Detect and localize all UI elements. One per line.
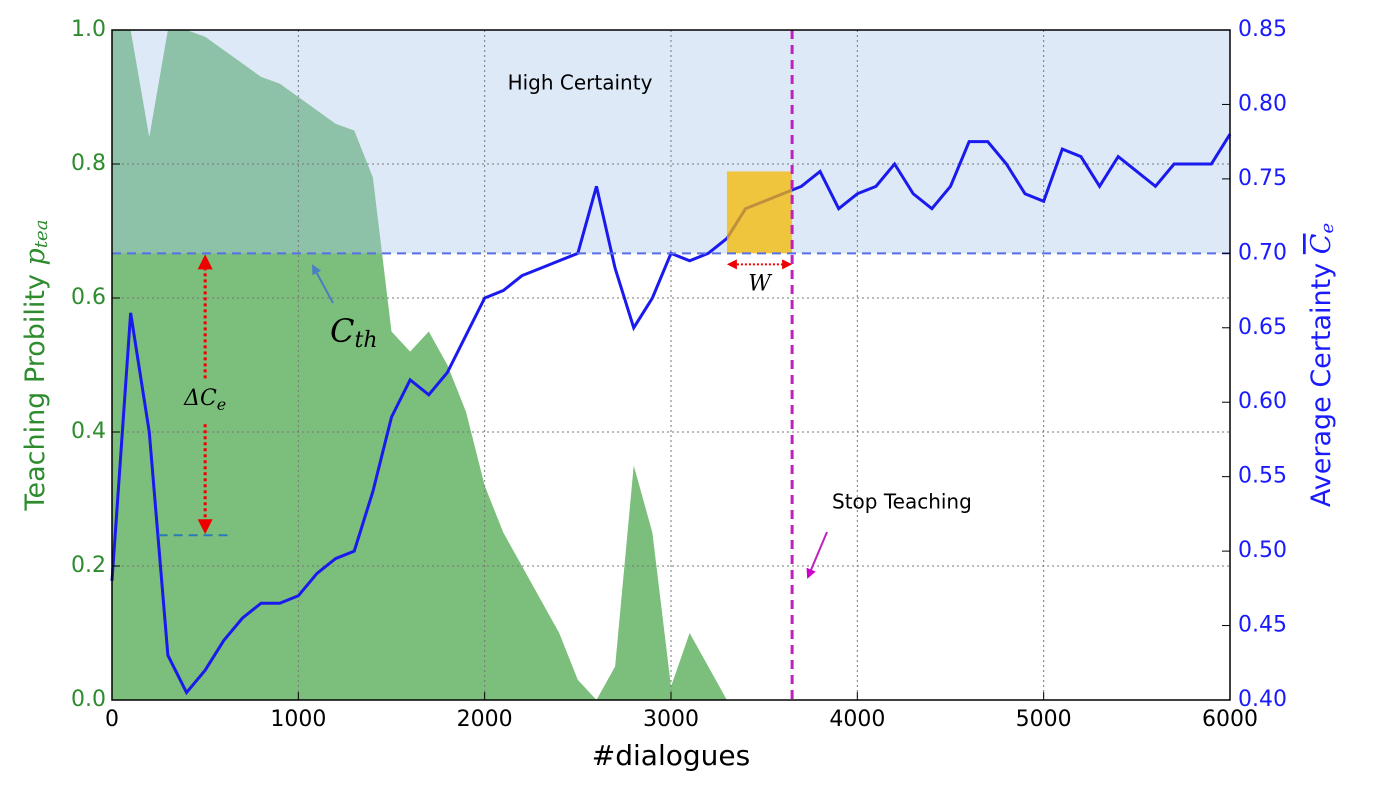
y2-axis-label-symbol: C xyxy=(1306,233,1337,254)
region-label: High Certainty xyxy=(508,71,653,95)
threshold-label-main: C xyxy=(330,312,354,350)
y2-axis-label-text: Average Certainty xyxy=(1306,254,1337,507)
x-axis-label: #dialogues xyxy=(592,739,750,772)
y-tick-label: 0.6 xyxy=(71,285,106,310)
y-tick-label: 0.0 xyxy=(71,687,106,712)
threshold-label-sub: th xyxy=(354,328,377,353)
y-axis-label-symbol: p xyxy=(20,248,51,265)
y2-axis-label-sub: e xyxy=(1317,223,1338,234)
x-tick-label: 5000 xyxy=(1016,707,1072,732)
stop-label: Stop Teaching xyxy=(832,490,972,514)
y2-tick-label: 0.80 xyxy=(1238,91,1287,116)
window-label: W xyxy=(748,271,773,296)
y2-tick-label: 0.75 xyxy=(1238,166,1287,191)
y2-tick-label: 0.60 xyxy=(1238,389,1287,414)
y2-tick-label: 0.85 xyxy=(1238,17,1287,42)
y2-tick-label: 0.70 xyxy=(1238,240,1287,265)
y-tick-label: 1.0 xyxy=(71,17,106,42)
window-box xyxy=(726,171,793,254)
y-axis-label: Teaching Probility ptea xyxy=(20,220,53,512)
y-tick-label: 0.2 xyxy=(71,553,106,578)
y-tick-label: 0.8 xyxy=(71,151,106,176)
x-tick-label: 0 xyxy=(105,707,119,732)
delta-label-sub: e xyxy=(217,395,226,414)
x-tick-label: 3000 xyxy=(643,707,699,732)
y2-tick-label: 0.40 xyxy=(1238,687,1287,712)
y2-tick-label: 0.50 xyxy=(1238,538,1287,563)
delta-label-main: ΔC xyxy=(183,386,217,411)
threshold-pointer xyxy=(312,264,334,304)
delta-label: ΔCe xyxy=(183,386,226,414)
y2-axis-label: Average Certainty Ce xyxy=(1306,223,1339,507)
y2-tick-label: 0.55 xyxy=(1238,464,1287,489)
y-axis-label-text: Teaching Probility xyxy=(20,265,51,511)
x-tick-label: 4000 xyxy=(829,707,885,732)
y2-tick-label: 0.65 xyxy=(1238,315,1287,340)
x-tick-label: 6000 xyxy=(1202,707,1258,732)
y-axis-label-sub: tea xyxy=(31,220,52,249)
threshold-label: Cth xyxy=(330,312,378,354)
area xyxy=(112,30,1230,700)
y2-tick-label: 0.45 xyxy=(1238,613,1287,638)
x-tick-label: 1000 xyxy=(270,707,326,732)
y-tick-label: 0.4 xyxy=(71,419,106,444)
stop-pointer xyxy=(806,531,828,579)
x-tick-label: 2000 xyxy=(457,707,513,732)
